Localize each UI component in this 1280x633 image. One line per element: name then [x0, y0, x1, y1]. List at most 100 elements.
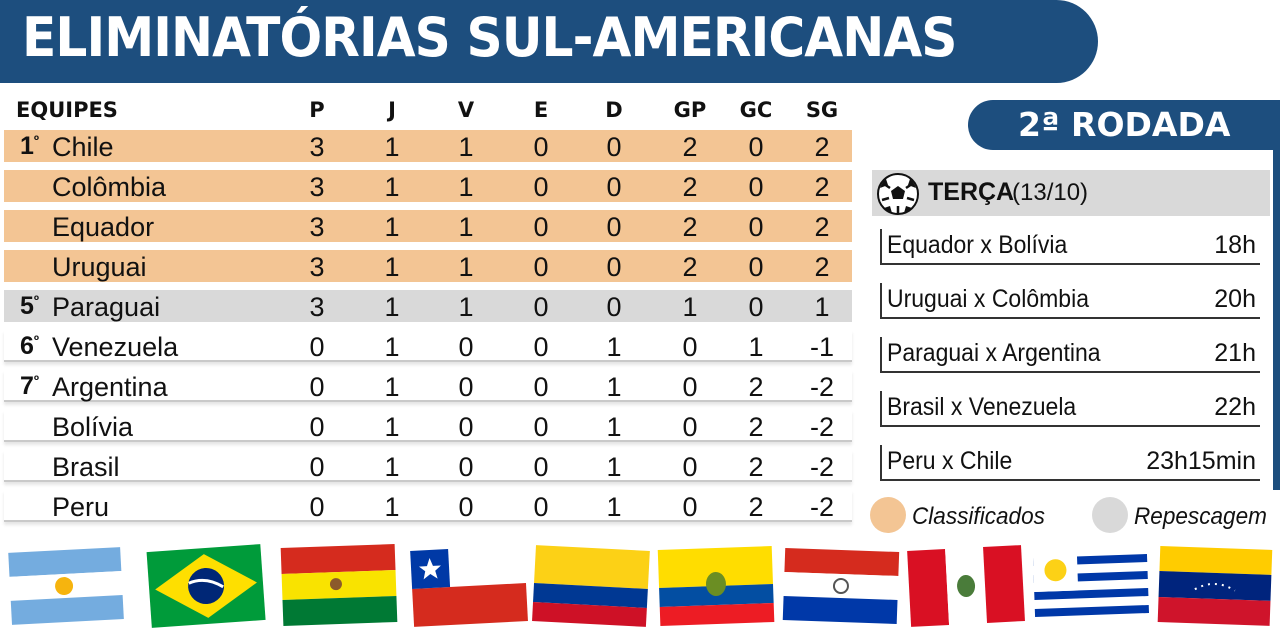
- match-teams: Paraguai x Argentina: [887, 339, 1101, 367]
- stat-v: 0: [458, 372, 474, 402]
- column-header: V: [457, 98, 475, 122]
- stat-p: 3: [309, 292, 325, 322]
- paraguay-flag-icon: [782, 548, 900, 624]
- chile-flag-icon: [410, 545, 528, 627]
- stat-gp: 0: [682, 372, 698, 402]
- team-name: Colômbia: [52, 172, 167, 202]
- page-title: ELIMINATÓRIAS SUL-AMERICANAS: [22, 6, 957, 69]
- stat-gp: 2: [682, 172, 698, 202]
- column-header: E: [533, 98, 549, 122]
- stat-j: 1: [384, 292, 400, 322]
- peru-flag-icon: [907, 545, 1025, 627]
- stat-j: 1: [384, 412, 400, 442]
- stat-j: 1: [384, 172, 400, 202]
- stat-p: 3: [309, 252, 325, 282]
- stat-v: 1: [458, 252, 474, 282]
- stat-p: 0: [309, 372, 325, 402]
- stat-p: 0: [309, 492, 325, 522]
- stat-gc: 0: [748, 212, 764, 242]
- table-row: Colômbia 3 1 1 0 0 2 0 2: [4, 168, 852, 208]
- stat-v: 1: [458, 212, 474, 242]
- table-header: EQUIPES P J V E D GP GC SG: [4, 90, 852, 128]
- stat-v: 0: [458, 492, 474, 522]
- stat-d: 1: [606, 332, 622, 362]
- stat-e: 0: [533, 132, 549, 162]
- stat-sg: -2: [809, 492, 834, 522]
- soccer-ball-icon: [877, 173, 919, 215]
- team-name: Argentina: [52, 372, 168, 402]
- stat-j: 1: [384, 252, 400, 282]
- match-time: 20h: [1214, 285, 1256, 313]
- stat-v: 1: [458, 292, 474, 322]
- row-background: [4, 410, 852, 442]
- match-item: Brasil x Venezuela 22h: [880, 391, 1260, 427]
- venezuela-flag-icon: [1157, 546, 1273, 626]
- stat-e: 0: [533, 412, 549, 442]
- stat-d: 1: [606, 372, 622, 402]
- row-background: [4, 450, 852, 482]
- stat-e: 0: [533, 252, 549, 282]
- stat-j: 1: [384, 452, 400, 482]
- column-header: GP: [673, 98, 707, 122]
- stat-gp: 2: [682, 132, 698, 162]
- stat-v: 0: [458, 332, 474, 362]
- stat-e: 0: [533, 372, 549, 402]
- stat-e: 0: [533, 212, 549, 242]
- stat-d: 1: [606, 452, 622, 482]
- stat-gc: 0: [748, 172, 764, 202]
- column-header: J: [388, 98, 396, 122]
- table-row: 1º Chile 3 1 1 0 0 2 0 2: [4, 128, 852, 168]
- stat-gc: 2: [748, 372, 764, 402]
- match-day-name: TERÇA: [928, 178, 1015, 206]
- row-background: [4, 170, 852, 202]
- column-header: EQUIPES: [16, 98, 118, 122]
- stat-p: 0: [309, 412, 325, 442]
- match-teams: Uruguai x Colômbia: [887, 285, 1089, 313]
- table-row: Equador 3 1 1 0 0 2 0 2: [4, 208, 852, 248]
- round-tab: 2ª RODADA: [968, 100, 1280, 150]
- column-header: P: [309, 98, 325, 122]
- stat-gp: 2: [682, 252, 698, 282]
- stat-gp: 0: [682, 332, 698, 362]
- classified-legend-label: Classificados: [912, 503, 1045, 530]
- team-name: Peru: [52, 492, 110, 522]
- row-background: [4, 250, 852, 282]
- position-cell: 6º: [20, 332, 40, 360]
- stat-gp: 0: [682, 452, 698, 482]
- stat-gc: 0: [748, 292, 764, 322]
- match-day-date: (13/10): [1012, 179, 1089, 206]
- stat-d: 1: [606, 492, 622, 522]
- match-day-header: TERÇA (13/10): [872, 170, 1270, 216]
- match-time: 21h: [1214, 339, 1256, 367]
- stat-gc: 1: [748, 332, 764, 362]
- team-name: Chile: [52, 132, 114, 162]
- stat-gc: 0: [748, 252, 764, 282]
- row-background: [4, 490, 852, 522]
- colombia-flag-icon: [532, 545, 650, 627]
- row-background: [4, 290, 852, 322]
- stat-gp: 1: [682, 292, 698, 322]
- match-time: 22h: [1214, 393, 1256, 421]
- argentina-flag-icon: [8, 547, 124, 625]
- position-number: 1: [20, 132, 34, 160]
- stat-gp: 0: [682, 412, 698, 442]
- table-row: 5º Paraguai 3 1 1 0 0 1 0 1: [4, 288, 852, 328]
- match-teams: Peru x Chile: [887, 447, 1013, 475]
- stat-gc: 2: [748, 412, 764, 442]
- match-teams: Brasil x Venezuela: [887, 393, 1077, 421]
- playoff-swatch: [1092, 497, 1128, 533]
- match-item: Paraguai x Argentina 21h: [880, 337, 1260, 373]
- match-teams: Equador x Bolívia: [887, 231, 1068, 259]
- match-time: 18h: [1214, 231, 1256, 259]
- classified-swatch: [870, 497, 906, 533]
- stat-d: 0: [606, 252, 622, 282]
- team-name: Bolívia: [52, 412, 134, 442]
- title-banner: ELIMINATÓRIAS SUL-AMERICANAS: [0, 0, 1098, 83]
- column-header: D: [605, 98, 623, 122]
- stat-e: 0: [533, 452, 549, 482]
- stat-d: 0: [606, 292, 622, 322]
- team-name: Brasil: [52, 452, 120, 482]
- stat-sg: 1: [814, 292, 830, 322]
- row-background: [4, 370, 852, 402]
- stat-gp: 0: [682, 492, 698, 522]
